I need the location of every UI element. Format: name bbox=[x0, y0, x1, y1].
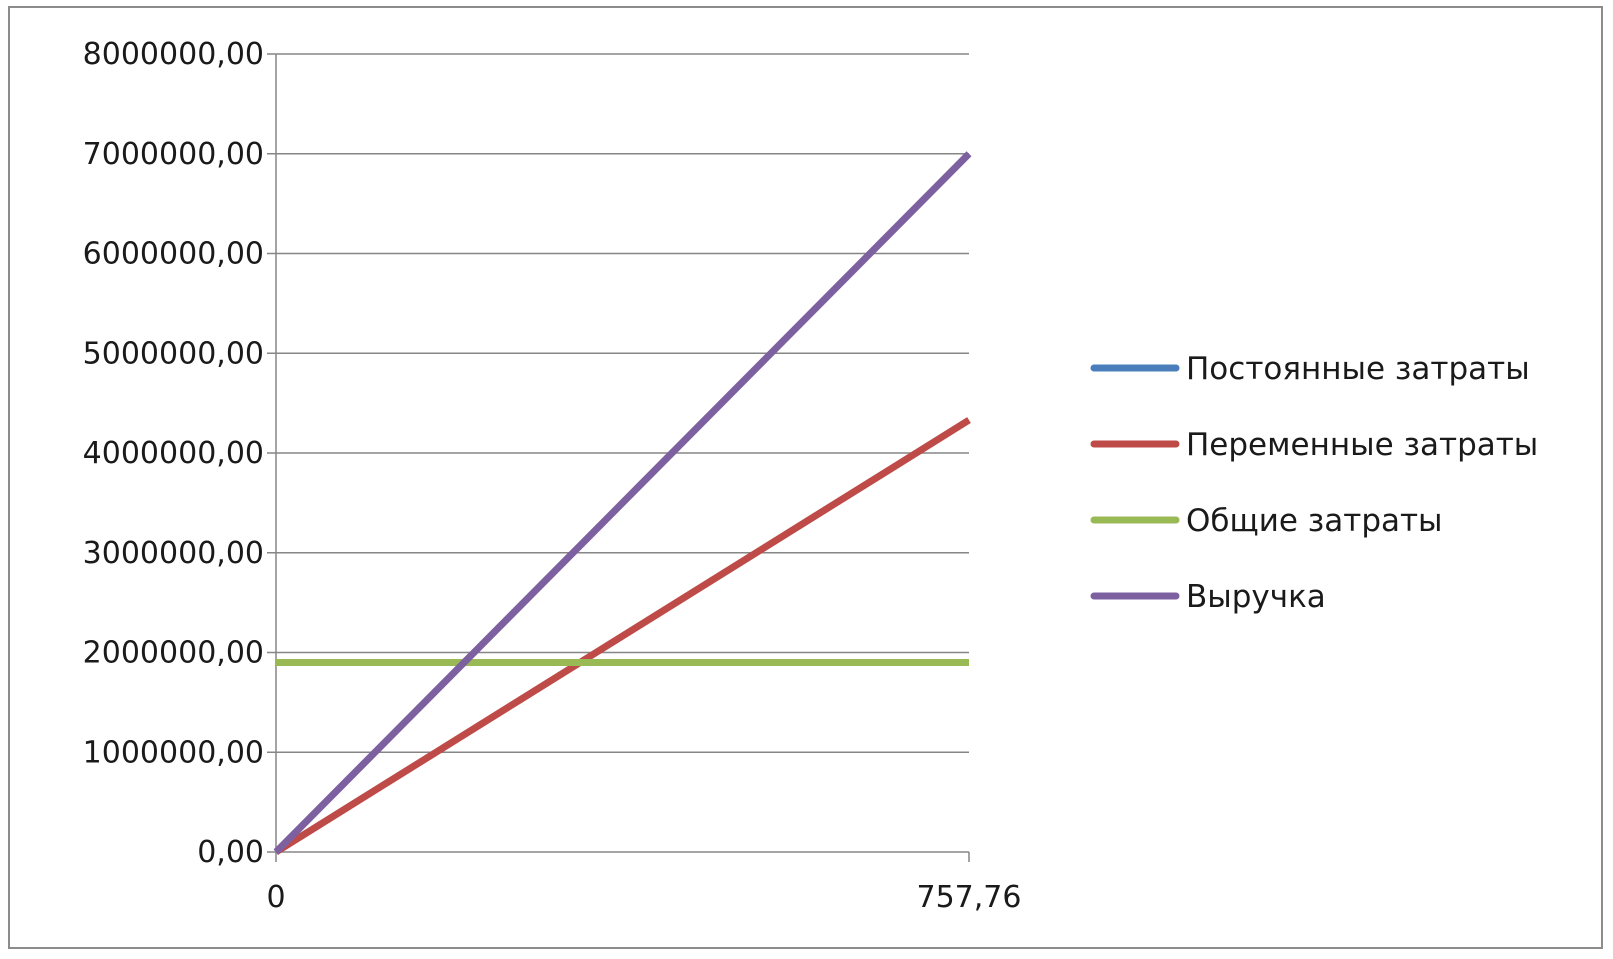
y-tick-label: 3000000,00 bbox=[83, 536, 264, 571]
y-tick-label: 1000000,00 bbox=[83, 735, 264, 770]
legend-label: Постоянные затраты bbox=[1186, 351, 1530, 387]
chart-frame bbox=[8, 6, 1603, 949]
y-tick-label: 6000000,00 bbox=[83, 237, 264, 272]
x-tick-label: 757,76 bbox=[917, 880, 1022, 915]
y-tick-label: 5000000,00 bbox=[83, 336, 264, 371]
x-tick-label: 0 bbox=[266, 880, 285, 915]
y-tick-label: 8000000,00 bbox=[83, 37, 264, 72]
legend-label: Общие затраты bbox=[1186, 503, 1443, 539]
legend-label: Переменные затраты bbox=[1186, 427, 1538, 463]
y-tick-label: 0,00 bbox=[197, 835, 264, 870]
series-line-2 bbox=[274, 417, 971, 855]
y-tick-label: 7000000,00 bbox=[83, 137, 264, 172]
series-line-4 bbox=[273, 151, 972, 855]
y-tick-label: 4000000,00 bbox=[83, 436, 264, 471]
legend-label: Выручка bbox=[1186, 579, 1326, 615]
y-tick-label: 2000000,00 bbox=[83, 636, 264, 671]
